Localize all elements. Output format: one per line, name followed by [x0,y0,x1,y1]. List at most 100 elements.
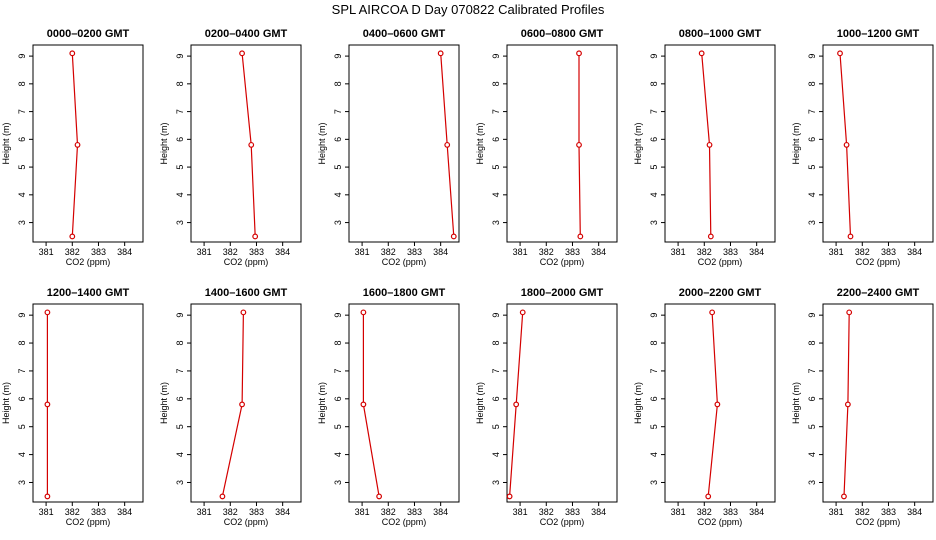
profile-panel: 1400–1600 GMT 381 382 383 384 3 4 5 6 7 8 9 CO2 (ppm… [159,287,302,527]
y-tick-label: 9 [807,313,817,318]
x-tick-label: 381 [671,507,686,517]
x-axis-label: CO2 (ppm) [540,517,585,527]
y-tick-label: 8 [649,81,659,86]
data-point [44,493,51,500]
x-tick-label: 383 [565,247,580,257]
data-point [846,309,853,316]
y-tick-label: 6 [649,396,659,401]
x-tick-label: 382 [697,247,712,257]
x-tick-label: 384 [749,247,764,257]
y-tick-label: 9 [649,313,659,318]
y-tick-label: 7 [17,109,27,114]
y-tick-label: 5 [807,165,817,170]
plot-frame [506,44,618,243]
x-tick-label: 384 [591,247,606,257]
y-tick-label: 3 [17,220,27,225]
y-tick-label: 8 [333,81,343,86]
plot-frame [664,44,776,243]
x-tick-label: 383 [881,247,896,257]
y-tick-label: 7 [333,368,343,373]
x-tick-label: 381 [513,247,528,257]
y-tick-label: 8 [17,341,27,346]
y-tick-label: 3 [649,220,659,225]
panel-title: 0400–0600 GMT [363,28,446,40]
y-tick-label: 3 [491,220,501,225]
profile-panel: 1600–1800 GMT 381 382 383 384 3 4 5 6 7 8 9 CO2 (ppm… [317,287,460,527]
y-axis-label: Height (m) [633,382,643,424]
y-tick-label: 7 [649,368,659,373]
y-tick-label: 3 [333,220,343,225]
data-point [709,309,716,316]
data-point [444,141,451,148]
x-axis-label: CO2 (ppm) [382,257,427,267]
data-point [376,493,383,500]
data-point [44,401,51,408]
y-tick-label: 6 [17,137,27,142]
x-axis-label: CO2 (ppm) [66,517,111,527]
y-tick-label: 5 [491,424,501,429]
x-axis-label: CO2 (ppm) [540,257,585,267]
y-tick-label: 7 [649,109,659,114]
plot-frame [822,303,934,503]
y-tick-label: 8 [333,341,343,346]
y-tick-label: 5 [491,165,501,170]
x-axis-label: CO2 (ppm) [698,257,743,267]
y-tick-label: 6 [649,137,659,142]
x-tick-label: 383 [249,247,264,257]
data-point [837,50,843,57]
data-point [706,141,713,148]
y-tick-label: 6 [175,137,185,142]
x-tick-label: 384 [275,247,290,257]
y-tick-label: 5 [17,165,27,170]
y-tick-label: 9 [807,54,817,59]
y-tick-label: 7 [17,368,27,373]
y-tick-label: 9 [649,54,659,59]
y-tick-label: 3 [17,480,27,485]
data-point [69,50,76,57]
plot-frame [348,303,460,503]
y-tick-label: 6 [333,137,343,142]
plot-frame [190,303,302,503]
data-point [576,50,582,57]
x-axis-label: CO2 (ppm) [856,517,901,527]
y-axis-label: Height (m) [317,382,327,424]
y-axis-label: Height (m) [475,382,485,424]
y-tick-label: 5 [333,424,343,429]
data-point [74,141,81,148]
data-point [577,233,584,240]
y-tick-label: 9 [491,54,501,59]
y-tick-label: 8 [807,81,817,86]
y-tick-label: 7 [175,368,185,373]
x-tick-label: 381 [197,247,212,257]
y-tick-label: 6 [491,396,501,401]
y-tick-label: 8 [491,81,501,86]
profile-panel: 0200–0400 GMT 381 382 383 384 3 4 5 6 7 8 9 CO2 (ppm… [159,28,302,267]
data-point [513,401,520,408]
data-point [707,233,714,240]
panel-title: 1000–1200 GMT [837,28,920,40]
y-axis-label: Height (m) [1,382,11,424]
x-tick-label: 381 [355,507,370,517]
data-point [844,401,851,408]
y-axis-label: Height (m) [475,122,485,164]
x-tick-label: 383 [881,507,896,517]
panel-title: 2200–2400 GMT [837,287,920,299]
x-tick-label: 382 [539,247,554,257]
plot-frame [506,303,618,503]
data-point [698,50,705,57]
y-tick-label: 8 [807,341,817,346]
data-point [705,493,712,500]
x-tick-label: 384 [433,507,448,517]
x-tick-label: 384 [117,507,132,517]
data-point [450,233,457,240]
x-tick-label: 381 [671,247,686,257]
y-tick-label: 7 [491,368,501,373]
y-tick-label: 4 [17,192,27,197]
x-tick-label: 382 [855,247,870,257]
x-axis-label: CO2 (ppm) [698,517,743,527]
y-tick-label: 6 [491,137,501,142]
profile-panel: 1800–2000 GMT 381 382 383 384 3 4 5 6 7 8 9 CO2 (ppm… [475,287,618,527]
x-tick-label: 381 [39,507,54,517]
panel-title: 0800–1000 GMT [679,28,762,40]
